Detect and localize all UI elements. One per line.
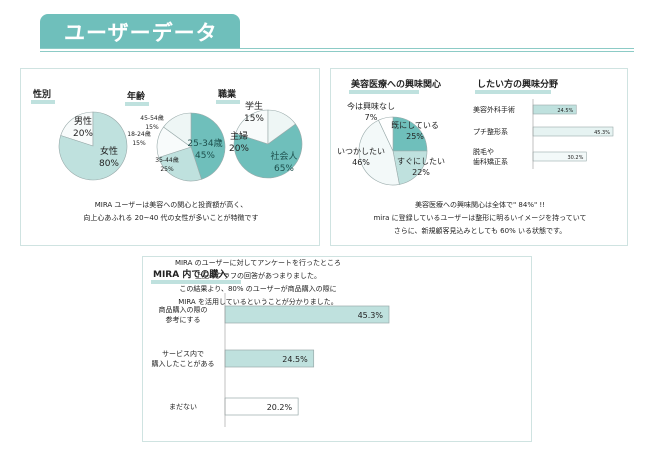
job-slice [267,109,296,145]
interest-label-someday: いつかしたい [337,147,385,156]
gender-label-female: 女性 [100,145,118,157]
interest-pie-title-highlight [349,90,419,94]
demographics-summary-line: MIRA ユーザーは美容への関心と投資額が高く、 [94,201,248,209]
title-underline [40,48,634,49]
age-slice [163,112,192,148]
interest-label-soon: すぐにしたい [397,157,445,166]
field-category-label: 歯科矯正系 [473,157,508,166]
age-label-45-54: 15% [145,124,159,131]
purchase-summary: MIRA のユーザーに対してアンケートを行ったところ 上記のグラフの回答があつま… [143,257,373,309]
interest-summary: 美容医療への興味関心は全体で" 84%" !! mira に登録しているユーザー… [331,199,629,238]
purchase-chart-title: MIRA 内での購入 [153,268,227,280]
interest-label-already: 既にしている [391,121,439,130]
field-bar-value: 45.3% [594,130,610,136]
interest-slice [358,119,400,186]
interest-label-soon: 22% [412,168,430,177]
purchase-category-label: まだない [169,403,197,411]
title-underline-2 [40,51,634,52]
demographics-summary: MIRA ユーザーは美容への関心と投資額が高く、 向上心あふれる 20~40 代… [21,199,321,225]
job-chart-title-highlight [216,100,240,104]
interest-slice [378,116,394,152]
age-label-35-44: 25% [160,166,174,173]
interest-pie-title: 美容医療への興味関心 [351,78,441,90]
gender-chart-title-highlight [31,100,55,104]
demographics-summary-line: 向上心あふれる 20~40 代の女性が多いことが特徴です [83,214,259,222]
gender-slice [60,111,94,147]
interest-label-someday: 46% [352,158,370,167]
purchase-chart-title-highlight [151,280,241,284]
demographics-charts: 性別男性20%女性80%年齢25-34歳45%35-44歳25%18-24歳15… [31,88,303,182]
age-chart-title-highlight [125,102,149,106]
age-label-35-44: 35-44歳 [155,156,178,164]
age-label-45-54: 45-54歳 [140,114,163,122]
age-slice [190,112,226,180]
job-slice [235,109,269,145]
interest-label-already: 25% [406,132,424,141]
field-category-label: 脱毛や [473,147,494,156]
gender-label-male: 男性 [74,115,92,127]
job-chart-title: 職業 [218,88,237,100]
job-label-worker: 社会人 [270,150,297,162]
age-label-18-24: 18-24歳 [127,130,150,138]
purchase-summary-line: MIRA を活用しているということが分かりました。 [178,298,338,306]
interest-summary-line: さらに、新規顧客見込みとしても 60% いる状態です。 [393,227,567,235]
age-slice [158,146,202,182]
gender-slice [58,111,128,181]
gender-label-female: 80% [99,159,119,169]
field-category-label: プチ整形系 [473,127,508,136]
gender-chart-title: 性別 [33,88,51,100]
age-label-25-34: 45% [195,151,215,161]
interest-label-none: 今は興味なし [347,101,395,111]
purchase-summary-line: この結果より、80% のユーザーが商品購入の際に [179,285,337,293]
purchase-category-label: 参考にする [165,315,200,324]
purchase-bar-value: 45.3% [358,311,384,320]
purchase-category-label: 購入したことがある [152,359,215,368]
job-label-housewife: 主婦 [230,130,248,142]
purchase-summary-line: MIRA のユーザーに対してアンケートを行ったところ [174,259,342,267]
interest-summary-line: mira に登録しているユーザーは整形に明るいイメージを持っていて [373,214,587,222]
gender-label-male: 20% [73,129,93,139]
job-label-student: 15% [244,114,264,124]
purchase-panel: MIRA 内での購入 45.3% 商品購入の際の 参考にする 24.5% サービス内で 購入… [142,256,532,442]
interest-label-none: 7% [365,113,378,122]
interest-slice [392,116,428,152]
age-chart-title: 年齢 [127,90,146,102]
job-label-student: 学生 [245,100,263,112]
age-label-18-24: 15% [132,140,146,147]
field-chart-title-highlight [475,90,551,94]
job-label-housewife: 20% [229,144,249,154]
interest-panel: 美容医療への興味関心既にしている 25% すぐにしたい 22% いつかしたい 46% 今は興… [330,68,628,246]
age-label-25-34: 25-34歳 [187,137,222,149]
field-chart-title: したい方の興味分野 [477,78,558,90]
purchase-bar-value: 24.5% [282,355,308,364]
purchase-category-label: サービス内で [162,349,204,358]
demographics-panel: 性別 男性 20% 女性 80% 年齢 25-34歳 45% 35-44歳 25% 18-24歳 15… [20,68,320,246]
field-bar-value: 30.2% [567,155,583,161]
interest-slice [392,150,428,185]
field-category-label: 美容外科手術 [473,105,515,114]
purchase-summary-line: 上記のグラフの回答があつまりました。 [195,272,321,280]
purchase-bar-value: 20.2% [267,403,293,412]
job-label-worker: 65% [274,164,294,174]
interest-summary-line: 美容医療への興味関心は全体で" 84%" !! [414,201,546,209]
field-bar-value: 24.5% [557,108,573,114]
purchase-category-label: 商品購入の際の [159,305,208,314]
job-slice [233,123,303,179]
page-title: ユーザーデータ [40,14,240,48]
